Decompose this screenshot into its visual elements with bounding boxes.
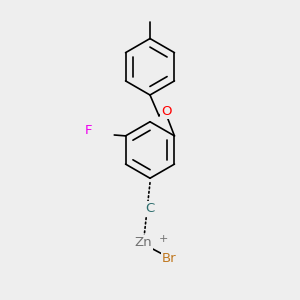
Text: Br: Br [162,252,177,265]
Text: O: O [161,105,172,118]
Text: +: + [159,234,168,244]
Text: F: F [85,124,92,137]
Text: Zn: Zn [134,236,152,249]
Text: C: C [146,202,154,215]
